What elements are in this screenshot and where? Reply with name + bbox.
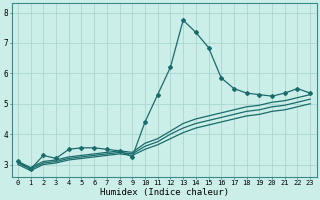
X-axis label: Humidex (Indice chaleur): Humidex (Indice chaleur) — [100, 188, 228, 197]
